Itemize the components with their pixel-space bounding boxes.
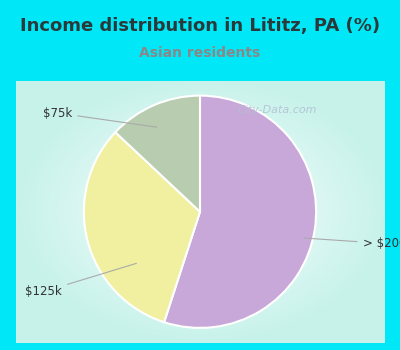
Text: $75k: $75k (43, 106, 157, 127)
Text: Income distribution in Lititz, PA (%): Income distribution in Lititz, PA (%) (20, 17, 380, 35)
Text: City-Data.com: City-Data.com (238, 105, 317, 114)
Text: > $200k: > $200k (304, 237, 400, 250)
Wedge shape (115, 96, 200, 212)
Text: Asian residents: Asian residents (139, 46, 261, 60)
Wedge shape (164, 96, 316, 328)
Text: $125k: $125k (25, 263, 136, 298)
Wedge shape (84, 132, 200, 322)
